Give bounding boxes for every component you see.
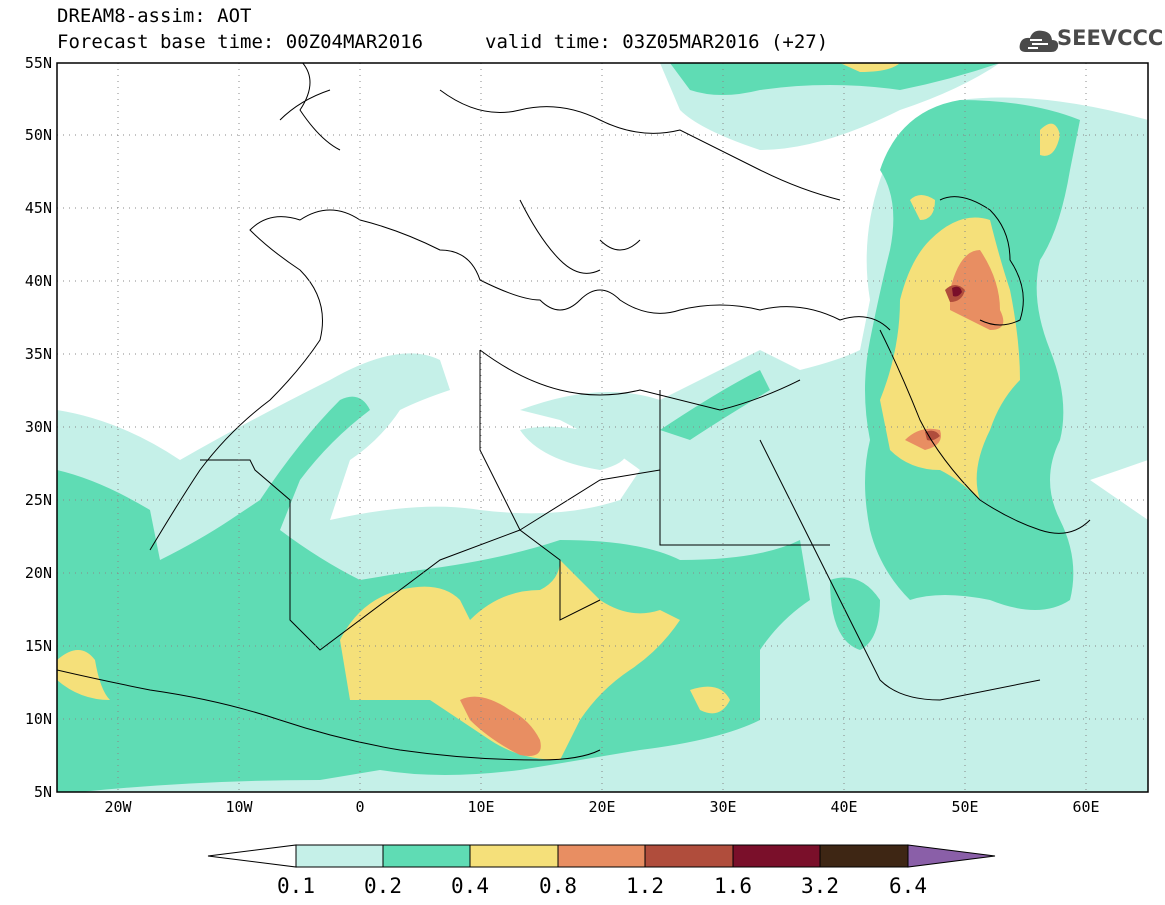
colorbar-label: 0.4 (451, 874, 489, 898)
colorbar-segment (207, 844, 297, 868)
lat-label: 35N (25, 345, 52, 363)
valid-time: valid time: 03Z05MAR2016 (+27) (485, 31, 829, 53)
colorbar-segment (469, 844, 559, 868)
lon-label: 10W (225, 798, 253, 816)
lat-label: 15N (25, 637, 52, 655)
colorbar-label: 0.1 (277, 874, 315, 898)
logo-text: SEEVCCC (1057, 26, 1164, 50)
aot-contour-0.8 (460, 250, 1004, 756)
lon-label: 0 (355, 798, 364, 816)
lon-label: 30E (709, 798, 736, 816)
colorbar-label: 1.2 (626, 874, 664, 898)
lon-label: 20W (104, 798, 132, 816)
forecast-base-time: Forecast base time: 00Z04MAR2016 (57, 31, 424, 53)
map-title: DREAM8-assim: AOT (57, 5, 252, 27)
colorbar-label: 3.2 (801, 874, 839, 898)
lon-label: 40E (830, 798, 857, 816)
colorbar-label: 6.4 (889, 874, 927, 898)
lat-label: 55N (25, 54, 52, 72)
aot-contour-1.2 (925, 285, 965, 441)
colorbar-label: 0.8 (539, 874, 577, 898)
lat-label: 25N (25, 491, 52, 509)
colorbar-segment (732, 844, 821, 868)
aot-fields (57, 63, 1148, 792)
lat-label: 50N (25, 126, 52, 144)
lon-label: 50E (951, 798, 978, 816)
colorbar-segment (557, 844, 646, 868)
colorbar-label: 1.6 (714, 874, 752, 898)
coastlines (57, 63, 1091, 761)
colorbar-segment (382, 844, 471, 868)
colorbar-label: 0.2 (364, 874, 402, 898)
colorbar (207, 844, 996, 868)
colorbar-labels: 0.1 0.2 0.4 0.8 1.2 1.6 3.2 6.4 (277, 874, 927, 898)
cloud-logo-icon (1019, 30, 1059, 52)
lon-axis: 20W 10W 0 10E 20E 30E 40E 50E 60E (104, 798, 1099, 816)
lat-label: 10N (25, 710, 52, 728)
lat-label: 20N (25, 564, 52, 582)
lon-label: 60E (1072, 798, 1099, 816)
lon-label: 10E (467, 798, 494, 816)
lat-axis: 5N 10N 15N 20N 25N 30N 35N 40N 45N 50N 5… (25, 54, 52, 801)
colorbar-segment (819, 844, 909, 868)
plot-frame (56, 62, 1149, 793)
lat-label: 45N (25, 199, 52, 217)
colorbar-segment (295, 844, 384, 868)
lat-label: 40N (25, 272, 52, 290)
lat-label: 5N (34, 783, 52, 801)
lon-label: 20E (588, 798, 615, 816)
colorbar-segment (907, 844, 996, 868)
colorbar-segment (644, 844, 734, 868)
lat-label: 30N (25, 418, 52, 436)
